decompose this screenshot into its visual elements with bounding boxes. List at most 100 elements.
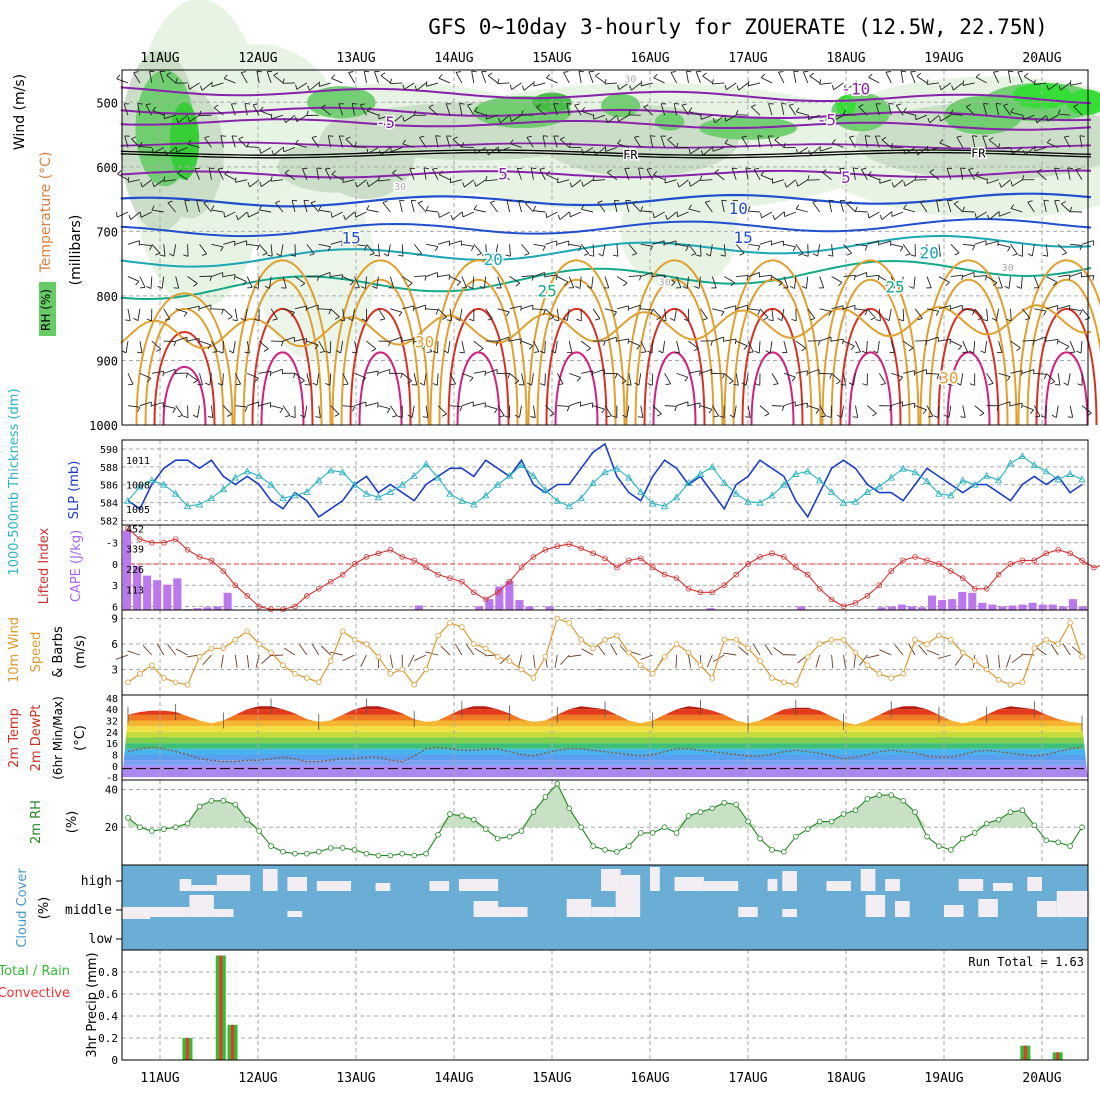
- cape-bar: [948, 599, 957, 610]
- cloud-high-bar-13: [703, 881, 739, 891]
- wind-barb-46-4: [667, 211, 677, 221]
- wind-barb-flag-73-4: [987, 214, 990, 220]
- wind-barb-29-8: [473, 340, 484, 349]
- wind10m-barb: [560, 654, 570, 665]
- wind-barb-79-4: [1061, 203, 1071, 213]
- lifted-index-point: [149, 539, 155, 546]
- cape-bar: [917, 607, 926, 610]
- lifted-index-point: [745, 561, 751, 567]
- wind10m-point: [948, 636, 954, 643]
- wind-barb-flag-43-4: [632, 200, 638, 204]
- wind-barb-flag-20-5: [369, 252, 375, 256]
- wind-barb-61-2: [848, 136, 856, 148]
- rh2m-point: [339, 845, 346, 851]
- wind-barb-50-5: [723, 244, 726, 257]
- wind-barb-flag-19-5: [363, 245, 367, 251]
- rh2m-point: [399, 850, 406, 857]
- wind-barb-36-2: [553, 135, 558, 148]
- wind-barb-69-1: [940, 114, 952, 122]
- rh2m-point: [900, 797, 906, 804]
- cloud-high-bar-6: [375, 883, 391, 891]
- lifted-index-point: [172, 536, 179, 542]
- wind-barb-flag-70-2: [956, 135, 962, 138]
- wind-barb-flag-44-4: [640, 206, 644, 212]
- contour-label: 25: [537, 281, 556, 300]
- wind-barb-65-9: [903, 370, 915, 374]
- wind-barb-67-0: [916, 75, 928, 84]
- wind-barb-flag-62-3: [861, 167, 867, 170]
- wind-barb-52-7: [748, 308, 761, 311]
- lifted-index-point: [793, 564, 799, 571]
- wind-barb-flag-24-0: [402, 84, 405, 90]
- wind-barb-flag-63-0: [868, 73, 873, 78]
- wind-barb-31-7: [497, 308, 510, 313]
- precip-tick: 0.6: [98, 988, 118, 1001]
- wind10m-point: [840, 636, 847, 643]
- cloud-mid-bar-3: [287, 911, 303, 917]
- lower-temp-loop-9-3: [1044, 351, 1089, 426]
- rh2m-point: [459, 813, 465, 819]
- wind-barb-57-3: [797, 179, 808, 187]
- wind-barb-62-10: [867, 405, 877, 414]
- lifted-index-point: [959, 575, 966, 581]
- ylabel-lifted-index: Lifted Index: [37, 527, 52, 604]
- wind-barb-flag-79-1: [1057, 109, 1061, 115]
- rh2m-point: [852, 807, 859, 814]
- wind-barb-20-0: [363, 71, 367, 83]
- wind-barb-flag-30-8: [495, 340, 499, 347]
- cloud-high-bar-3: [262, 869, 278, 891]
- thickness-point: [947, 491, 955, 499]
- wind10m-barb: [688, 654, 692, 668]
- wind10m-point: [912, 636, 918, 643]
- wind-barb-71-0: [962, 82, 975, 86]
- day-label-bottom: 17AUG: [728, 1071, 767, 1086]
- thickness-point: [207, 494, 216, 502]
- wind-barb-39-4: [581, 208, 594, 213]
- wind-barb-flag-23-10: [397, 415, 403, 419]
- wind-barb-47-10: [688, 402, 701, 407]
- thickness-point: [1054, 475, 1062, 483]
- wind-barb-41-3: [607, 172, 618, 181]
- rh-tick: 20: [105, 821, 118, 834]
- rh2m-point: [280, 848, 286, 855]
- wind-barb-56-1: [788, 104, 797, 116]
- thickness-series-line: [127, 455, 1083, 507]
- wind-barb-13-6: [282, 276, 287, 289]
- wind-barb-58-7: [819, 308, 832, 312]
- wind10m-point: [172, 679, 179, 686]
- wind-barb-36-8: [555, 341, 558, 354]
- wind-barb-flag-11-6: [253, 286, 259, 289]
- wind-barb-flag-43-3: [638, 167, 644, 170]
- wind-barb-58-10: [819, 405, 827, 417]
- wind-barb-45-8: [662, 341, 666, 354]
- wind-barb-17-0: [319, 82, 331, 87]
- wind-barb-flag-39-6: [586, 285, 592, 289]
- wind10m-barb: [609, 643, 618, 656]
- wind-barb-24-8: [414, 340, 426, 346]
- wind-barb-65-5: [902, 244, 911, 255]
- wind-barb-flag-6-10: [192, 414, 198, 418]
- wind-barb-52-3: [745, 167, 749, 180]
- wind-barb-flag-43-5: [649, 245, 654, 251]
- wind-barb-25-7: [426, 308, 439, 311]
- cloud-high-bar-7: [429, 881, 450, 891]
- wind-barb-flag-42-6: [639, 275, 642, 281]
- wind-barb-flag-45-10: [674, 406, 678, 412]
- cloud-high-bar-10: [620, 875, 641, 891]
- wind-barb-69-7: [950, 304, 963, 310]
- thickness-point: [708, 462, 717, 470]
- wind-barb-0-9: [127, 373, 134, 385]
- wind-barb-flag-62-9: [862, 383, 868, 386]
- wind-barb-29-4: [462, 211, 475, 218]
- wind-barb-flag-4-5: [169, 253, 174, 257]
- wind-barb-flag-42-2: [617, 139, 621, 144]
- wind10m-point: [137, 670, 143, 677]
- wind-barb-flag-3-5: [160, 254, 166, 257]
- rh-shade-27: [654, 112, 685, 131]
- wind-barb-flag-39-1: [581, 107, 586, 112]
- wind-barb-52-10: [747, 405, 751, 418]
- wind-barb-54-0: [760, 77, 773, 84]
- wind-barb-flag-43-2: [634, 135, 640, 138]
- wind-barb-35-6: [545, 274, 558, 277]
- wind10m-point: [709, 675, 716, 681]
